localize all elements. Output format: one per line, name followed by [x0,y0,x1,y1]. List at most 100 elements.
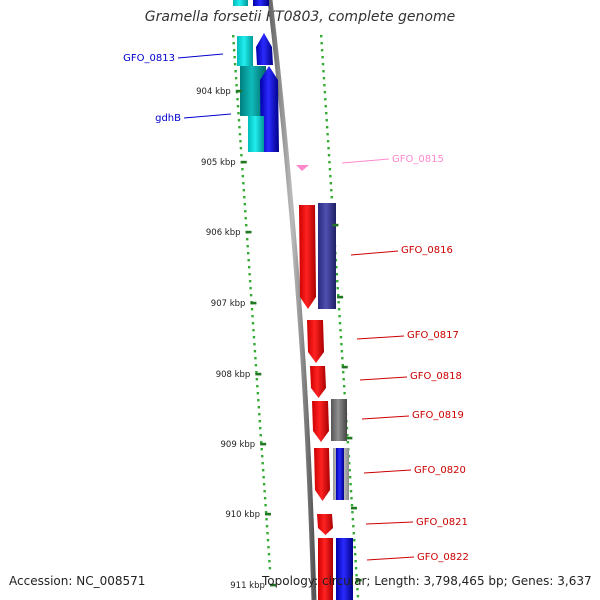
outer-tick-dot [354,560,357,563]
outer-tick-dot [348,476,352,479]
outer-tick-dot [353,539,356,542]
inner-tick-dot [264,504,267,507]
cds-forward-feature [307,320,324,363]
outer-tick-dot [346,441,350,444]
major-tick [245,230,252,234]
inner-tick-dot [263,490,266,493]
inner-tick-dot [259,427,262,430]
outer-tick-dot [354,567,358,570]
inner-tick-dot [234,70,237,73]
ruler-label: 906 kbp [206,228,241,238]
cds-forward-feature [314,448,330,501]
outer-tick-dot [343,392,346,395]
ruler-label: 909 kbp [221,440,256,450]
inner-tick-dot [257,406,261,409]
outer-tick-dot [337,308,341,311]
major-tick [337,295,344,299]
major-tick [250,301,257,305]
outer-tick-dot [329,175,332,178]
gene-label: GFO_0818 [410,371,462,382]
inner-tick-dot [238,133,242,136]
inner-tick-dot [243,196,246,199]
outer-tick-dot [341,357,344,360]
inner-tick-dot [260,448,263,451]
inner-tick-dot [268,567,272,570]
inner-tick-dot [251,322,255,325]
major-tick [350,506,357,510]
ruler-label: 907 kbp [211,299,246,309]
outer-tick-dot [353,553,357,556]
outer-tick-dot [322,77,326,80]
inner-tick-dot [248,280,252,283]
position-ruler: 904 kbp 905 kbp 906 kbp 907 kbp 908 kbp 909 k… [196,87,362,591]
outer-tick-dot [335,266,338,269]
outer-tick-dot [350,504,354,507]
inner-tick-dot [236,98,239,101]
topology-text: Topology: circular; Length: 3,798,465 bp… [262,574,592,588]
outer-tick-dot [320,49,324,52]
outer-tick-dot [355,581,359,584]
outer-tick-dot [327,154,331,157]
outer-tick-dot [326,140,330,143]
outer-tick-dot [339,329,342,332]
inner-tick-dot [254,357,257,360]
accession-text: Accession: NC_008571 [9,574,146,588]
major-tick [235,89,242,93]
outer-tick-dot [342,385,346,388]
cds-reverse-feature [336,538,353,600]
inner-tick-dot [232,42,235,45]
gene-label: GFO_0815 [392,154,444,165]
inner-tick-dot [245,224,248,227]
outer-tick-dot [324,105,327,108]
label-leader-line [177,53,224,59]
inner-tick-dot [266,532,269,535]
cds-reverse-feature [336,448,344,500]
inner-tick-dot [237,119,241,122]
major-tick [240,160,247,164]
inner-tick-dot [232,35,235,38]
hypothetical-feature [233,0,248,6]
outer-tick-dot [337,301,340,304]
inner-tick-dot [251,315,254,318]
inner-tick-dot [241,168,244,171]
major-tick [332,223,339,227]
label-leader-line [361,415,410,420]
outer-tick-dot [326,133,329,136]
gene-labels: GFO_0813 gdhB GFO_0815 GFO_0816 GFO_0817 GFO_… [123,53,469,563]
cds-reverse-feature [260,66,279,152]
inner-tick-dot [261,462,264,465]
inner-tick-dot [232,49,236,52]
outer-tick-dot [352,532,356,535]
rna-feature [296,165,309,171]
outer-tick-dot [329,182,333,185]
major-tick [255,372,262,376]
outer-tick-dot [321,56,324,59]
inner-tick-dot [243,203,246,206]
major-tick [260,442,267,446]
gene-features [233,0,353,600]
outer-tick-dot [340,350,344,353]
outer-tick-dot [336,280,339,283]
outer-tick-dot [324,98,327,101]
outer-tick-dot [348,469,351,472]
major-tick [346,436,353,440]
gene-label: GFO_0821 [416,517,468,528]
inner-tick-dot [261,469,265,472]
inner-tick-dot [250,308,254,311]
gene-label: GFO_0816 [401,245,453,256]
gene-label: gdhB [155,113,181,124]
inner-tick-dot [260,455,264,458]
inner-tick-dot [249,294,253,297]
outer-tick-dot [352,525,355,528]
inner-tick-dot [233,56,236,59]
inner-tick-dot [244,210,247,213]
outer-tick-dot [328,168,332,171]
hypothetical-feature [248,116,264,152]
inner-tick-dot [240,154,243,157]
inner-tick-dot [234,77,238,80]
inner-tick-dot [246,245,249,248]
outer-tick-dot [327,147,330,150]
inner-tick-dot [248,273,251,276]
outer-tick-dot [335,273,339,276]
